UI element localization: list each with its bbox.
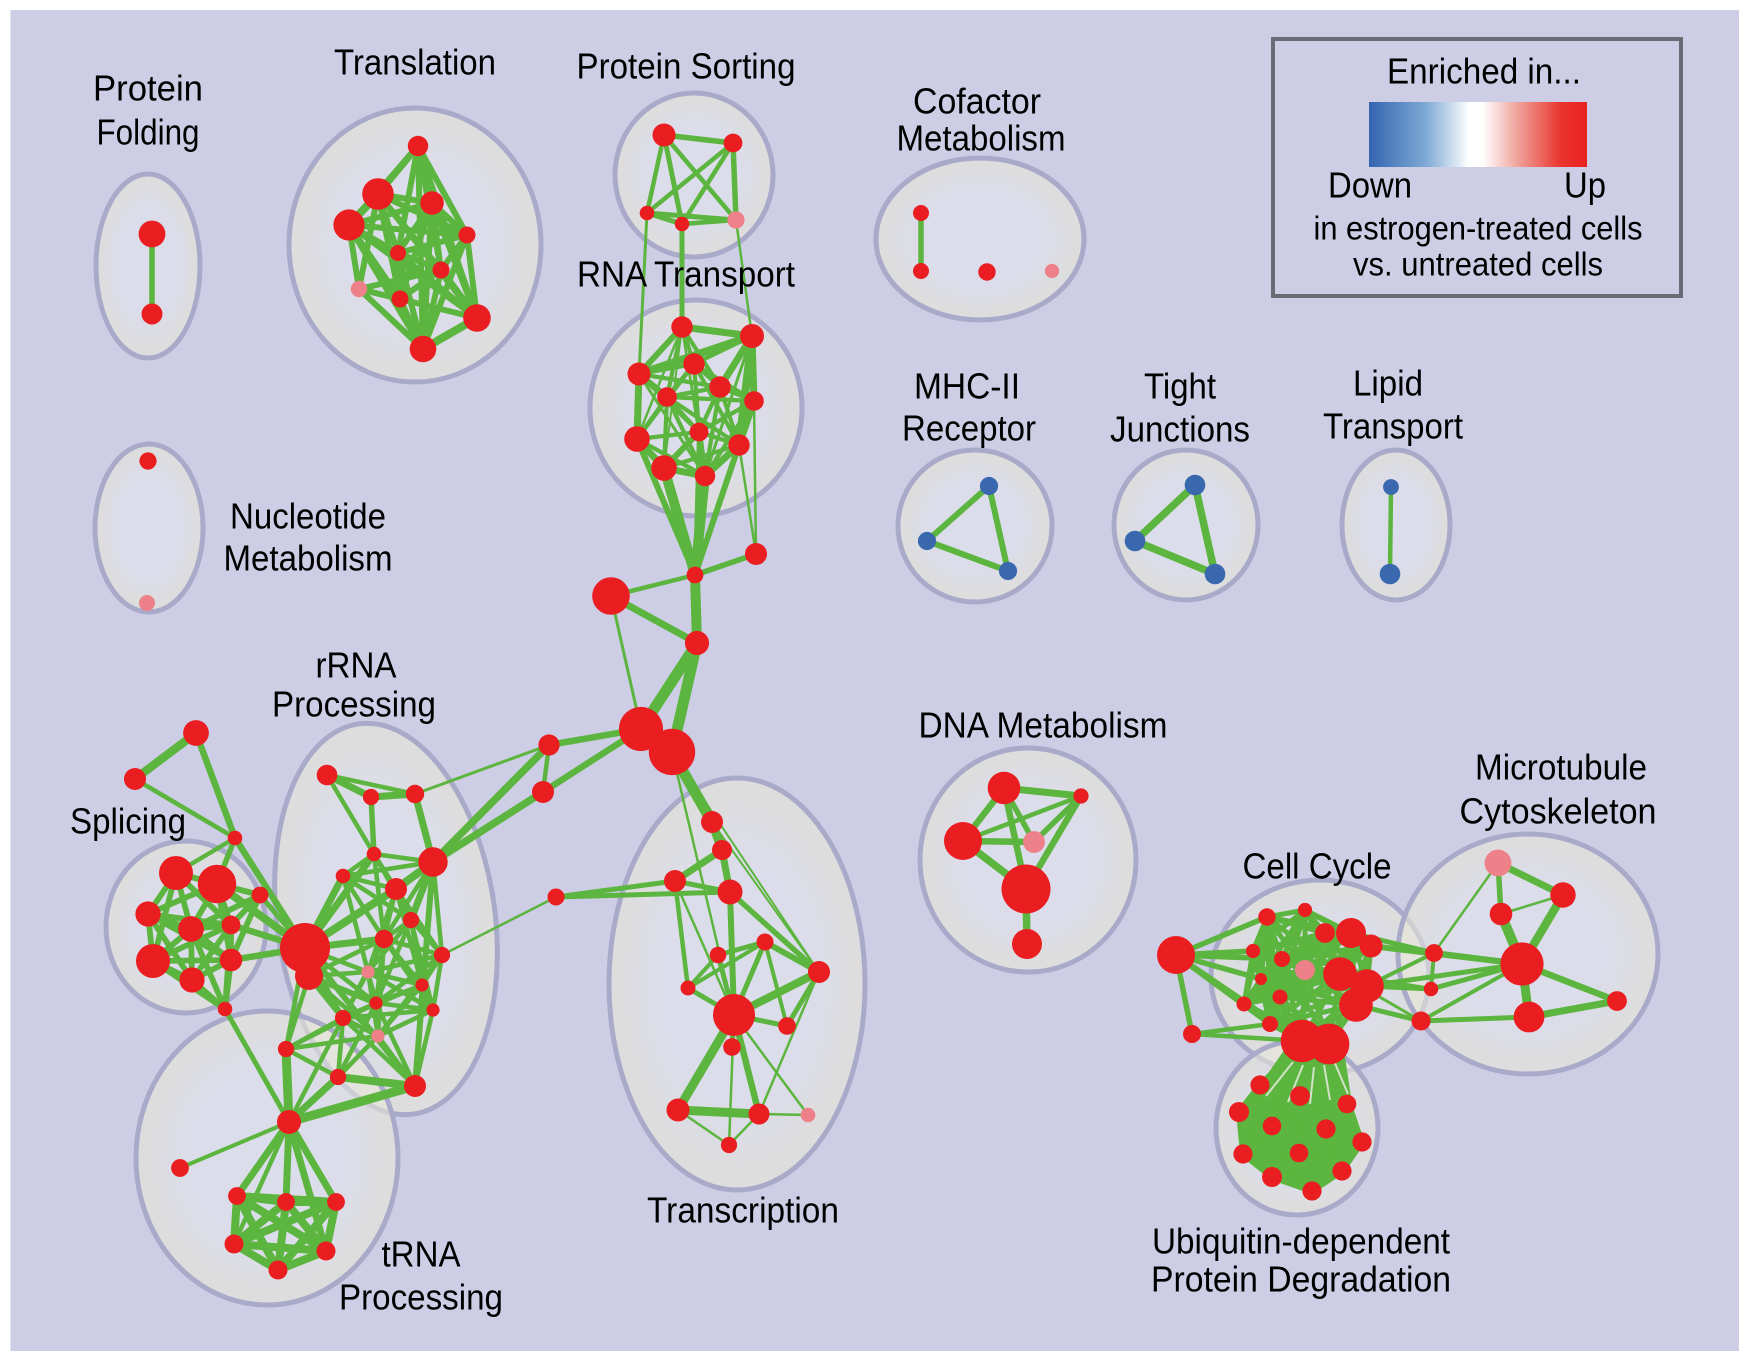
svg-text:Cofactor: Cofactor xyxy=(913,81,1041,122)
svg-text:Down: Down xyxy=(1328,165,1412,206)
svg-text:Up: Up xyxy=(1564,165,1606,206)
svg-text:vs. untreated cells: vs. untreated cells xyxy=(1353,246,1603,283)
svg-text:Junctions: Junctions xyxy=(1110,409,1250,450)
svg-text:Metabolism: Metabolism xyxy=(897,118,1066,159)
svg-text:Cytoskeleton: Cytoskeleton xyxy=(1460,791,1657,832)
svg-text:Ubiquitin-dependent: Ubiquitin-dependent xyxy=(1152,1221,1450,1262)
svg-text:Processing: Processing xyxy=(272,684,436,725)
svg-text:Transport: Transport xyxy=(1323,406,1463,447)
svg-text:Folding: Folding xyxy=(97,112,200,153)
svg-text:Receptor: Receptor xyxy=(902,408,1036,449)
svg-text:rRNA: rRNA xyxy=(316,645,397,686)
svg-text:Processing: Processing xyxy=(339,1277,503,1318)
svg-text:RNA Transport: RNA Transport xyxy=(577,254,795,295)
svg-text:Transcription: Transcription xyxy=(647,1190,839,1231)
svg-text:Enriched in...: Enriched in... xyxy=(1387,51,1581,92)
svg-text:Microtubule: Microtubule xyxy=(1475,747,1647,788)
svg-text:in estrogen-treated cells: in estrogen-treated cells xyxy=(1314,210,1643,247)
svg-text:Lipid: Lipid xyxy=(1353,363,1423,404)
svg-text:Protein Degradation: Protein Degradation xyxy=(1151,1259,1451,1300)
svg-text:Protein Sorting: Protein Sorting xyxy=(577,46,796,87)
svg-text:DNA Metabolism: DNA Metabolism xyxy=(919,705,1168,746)
svg-text:Metabolism: Metabolism xyxy=(224,538,393,579)
svg-text:Nucleotide: Nucleotide xyxy=(230,496,386,537)
svg-text:Translation: Translation xyxy=(334,42,496,83)
svg-text:Protein: Protein xyxy=(93,68,203,109)
svg-text:Splicing: Splicing xyxy=(70,801,186,842)
svg-text:MHC-II: MHC-II xyxy=(914,366,1020,407)
svg-text:Cell Cycle: Cell Cycle xyxy=(1243,846,1392,887)
svg-text:tRNA: tRNA xyxy=(382,1234,461,1275)
svg-text:Tight: Tight xyxy=(1144,366,1216,407)
